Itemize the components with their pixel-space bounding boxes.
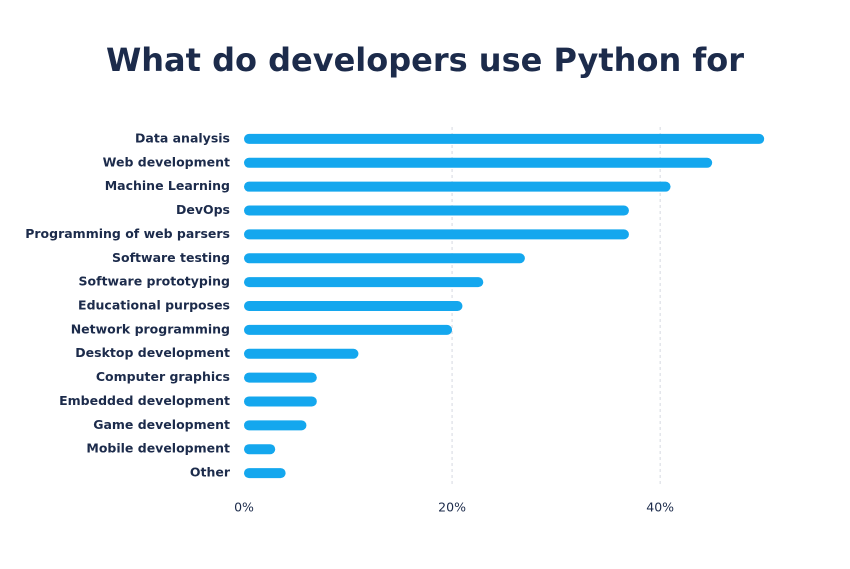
category-label: Embedded development [59,393,230,408]
bar [244,444,276,455]
category-label: Web development [103,154,230,169]
bar [244,157,713,168]
category-label: Educational purposes [78,298,230,313]
bar [244,205,629,216]
category-label: Game development [93,417,230,432]
bar [244,133,765,144]
bar [244,253,525,264]
category-label: Desktop development [75,345,230,360]
category-label: Network programming [71,321,230,336]
bar [244,372,317,383]
x-tick-label: 0% [234,500,254,515]
category-label: Computer graphics [96,369,230,384]
category-label: Other [190,465,231,480]
bar [244,277,484,288]
category-label: Mobile development [86,441,230,456]
bar [244,181,671,192]
bar [244,324,453,335]
bar [244,229,629,240]
bar [244,396,317,407]
category-label: Data analysis [135,130,230,145]
category-label: Programming of web parsers [25,226,230,241]
bar [244,420,307,431]
x-tick-label: 20% [438,500,466,515]
bar [244,468,286,479]
bar [244,301,463,311]
category-label: Machine Learning [105,178,230,193]
bar [244,348,359,359]
chart-title: What do developers use Python for [106,41,744,79]
category-label: Software testing [112,250,230,265]
category-label: DevOps [176,202,230,217]
category-label: Software prototyping [79,274,230,289]
x-tick-label: 40% [646,500,674,515]
